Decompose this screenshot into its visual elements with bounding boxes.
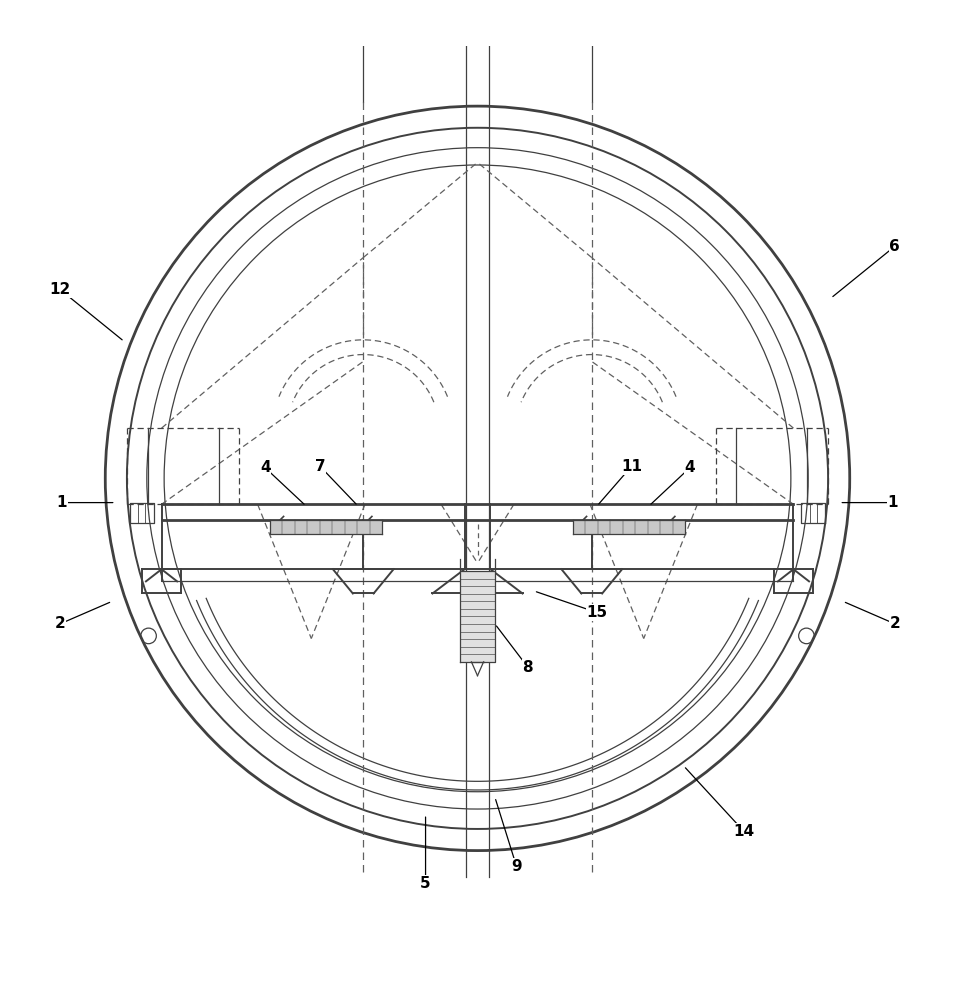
Text: 2: 2 bbox=[889, 616, 901, 631]
Bar bbox=[573, 520, 686, 534]
Text: 15: 15 bbox=[586, 605, 607, 620]
Text: 9: 9 bbox=[511, 859, 521, 874]
Text: 2: 2 bbox=[54, 616, 66, 631]
Text: 14: 14 bbox=[733, 824, 754, 839]
Text: 5: 5 bbox=[420, 876, 431, 891]
Text: 12: 12 bbox=[50, 282, 71, 297]
Bar bbox=[460, 571, 495, 662]
Text: 8: 8 bbox=[522, 660, 533, 675]
Text: 4: 4 bbox=[685, 460, 695, 475]
Text: 1: 1 bbox=[888, 495, 899, 510]
Text: 1: 1 bbox=[56, 495, 67, 510]
Text: 7: 7 bbox=[314, 459, 326, 474]
Text: 6: 6 bbox=[889, 239, 901, 254]
Text: 4: 4 bbox=[260, 460, 270, 475]
Bar bbox=[269, 520, 382, 534]
Text: 11: 11 bbox=[621, 459, 642, 474]
